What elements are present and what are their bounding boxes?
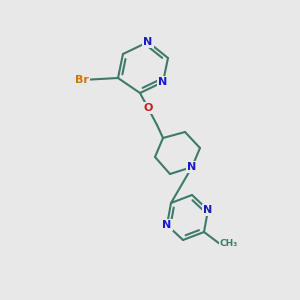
Text: CH₃: CH₃ [220,239,238,248]
Text: O: O [143,103,153,113]
Text: N: N [203,205,213,215]
Text: N: N [188,162,196,172]
Text: N: N [162,220,172,230]
Text: Br: Br [75,75,89,85]
Text: N: N [143,37,153,47]
Text: N: N [158,77,168,87]
